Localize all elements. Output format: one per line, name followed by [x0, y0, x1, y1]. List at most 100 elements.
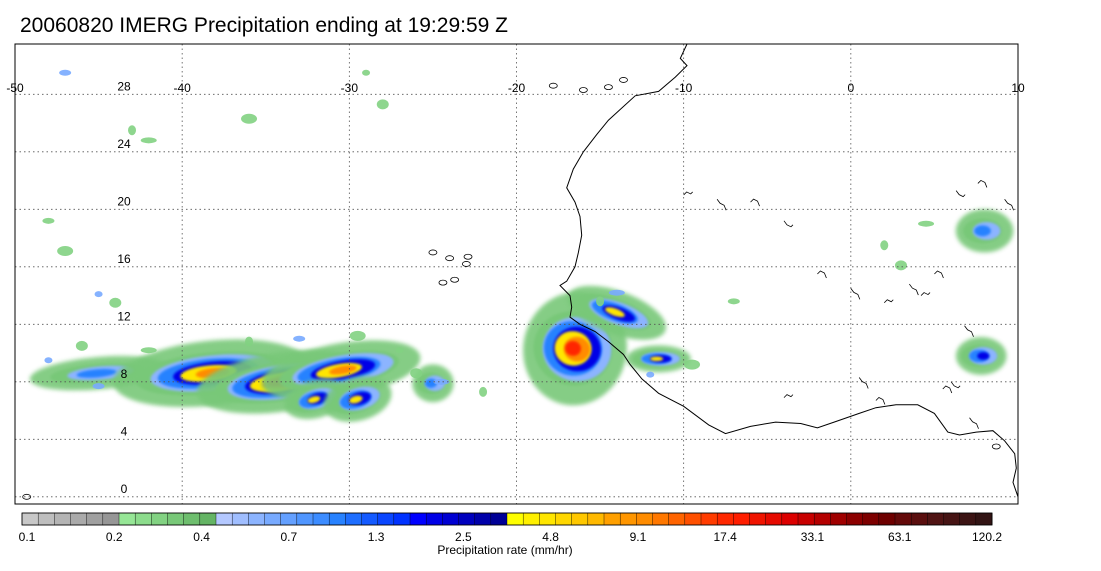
island-outline: [450, 276, 460, 283]
gridlines: [15, 44, 1018, 504]
colorbar-swatch: [345, 512, 363, 526]
colorbar-tick-label: 1.3: [367, 530, 385, 544]
colorbar-swatch: [733, 512, 750, 526]
colorbar-tick-label: 0.1: [18, 530, 36, 544]
colorbar-tick-label: 4.8: [542, 530, 559, 544]
lon-tick-label: -20: [508, 81, 526, 95]
lat-tick-label: 28: [117, 79, 131, 93]
inland-water-outline: [817, 270, 827, 279]
colorbar-swatch: [393, 512, 411, 526]
colorbar-swatch: [749, 512, 767, 526]
colorbar-swatch: [603, 512, 621, 526]
colorbar-swatch: [652, 512, 670, 526]
island-outline: [22, 493, 32, 500]
inland-water-outline: [942, 385, 953, 394]
colorbar-swatch: [668, 512, 686, 526]
colorbar-swatch: [684, 512, 702, 526]
light-rain-speck: [57, 246, 74, 256]
colorbar-swatch: [167, 512, 185, 526]
colorbar-swatch: [571, 512, 589, 526]
inland-water-outline: [934, 270, 944, 279]
colorbar-swatch: [975, 512, 993, 526]
light-rain-speck: [596, 296, 605, 307]
light-rain-speck: [395, 347, 404, 354]
light-rain-speck: [92, 383, 105, 390]
inland-water-outline: [920, 292, 931, 296]
light-rain-speck: [894, 260, 907, 271]
light-rain-speck: [44, 357, 53, 364]
island-outline: [438, 279, 448, 286]
inland-water-outline: [1004, 199, 1015, 211]
colorbar-swatch: [539, 512, 556, 526]
colorbar-swatch: [765, 512, 783, 526]
colorbar-tick-label: 0.4: [193, 530, 210, 544]
colorbar-tick-label: 9.1: [629, 530, 647, 544]
lon-tick-label: 0: [847, 81, 854, 95]
colorbar-swatch: [555, 512, 573, 526]
island-outline: [619, 77, 628, 83]
light-rain-speck: [479, 386, 488, 397]
colorbar-swatch: [280, 512, 298, 526]
precip-cell-atlantic-cell-east: [412, 364, 454, 403]
island-outline: [445, 255, 455, 262]
colorbar-swatch: [54, 512, 71, 526]
colorbar-swatch: [619, 512, 637, 526]
inland-water-outline: [783, 394, 794, 398]
colorbar-swatch: [264, 512, 282, 526]
axis-labels: -50 -40 -30 -20 -10 0 10 0 4 8 12 16 20 24 28: [6, 79, 1025, 496]
light-rain-speck: [293, 335, 306, 342]
colorbar-swatch: [199, 512, 217, 526]
light-rain-speck: [646, 371, 655, 378]
colorbar-swatch: [490, 512, 508, 526]
light-rain-speck: [608, 289, 625, 296]
inland-water-outline: [858, 377, 869, 389]
inland-water-outline: [950, 381, 961, 389]
island-outline: [461, 261, 471, 267]
map-title: 20060820 IMERG Precipitation ending at 1…: [20, 14, 508, 37]
island-outline: [463, 253, 473, 260]
inland-water-outline: [883, 299, 894, 304]
colorbar-swatch: [328, 512, 346, 526]
colorbar-tick-label: 63.1: [888, 530, 912, 544]
lat-tick-label: 20: [117, 194, 131, 208]
lat-tick-label: 8: [121, 367, 128, 381]
colorbar-swatch: [442, 512, 460, 526]
light-rain-speck: [109, 297, 122, 308]
colorbar-swatch: [797, 512, 815, 526]
light-rain-speck: [245, 336, 254, 347]
lon-tick-label: -50: [6, 81, 24, 95]
colorbar-swatch: [37, 512, 55, 526]
colorbar-swatch: [474, 512, 492, 526]
precip-cell-niger-cell: [955, 209, 1014, 253]
lat-tick-label: 0: [121, 482, 128, 496]
lon-tick-label: -10: [675, 81, 693, 95]
inland-water-outline: [716, 199, 727, 211]
colorbar-swatch: [377, 512, 395, 526]
light-rain-speck: [42, 217, 55, 224]
lat-tick-label: 24: [117, 137, 131, 151]
colorbar-tick-label: 2.5: [455, 530, 472, 544]
inland-water-outline: [750, 198, 760, 207]
colorbar-swatch: [248, 512, 265, 526]
light-rain-speck: [128, 125, 137, 136]
colorbar-swatch: [183, 512, 201, 526]
colorbar-tick-label: 120.2: [971, 530, 1003, 544]
light-rain-speck: [140, 137, 157, 144]
colorbar-swatch: [522, 512, 540, 526]
island-outline: [991, 443, 1001, 450]
colorbar-swatch: [458, 512, 476, 526]
colorbar-swatch: [215, 512, 233, 526]
inland-water-outline: [683, 191, 693, 196]
colorbar-title: Precipitation rate (mm/hr): [437, 543, 573, 557]
colorbar-frame: [21, 512, 993, 526]
colorbar-tick-label: 17.4: [713, 530, 737, 544]
light-rain-speck: [94, 291, 103, 298]
precipitation-layer: [29, 69, 1014, 422]
light-rain-speck: [880, 240, 889, 251]
inland-water-outline: [977, 179, 988, 188]
colorbar-swatch: [21, 512, 39, 526]
inland-water-outline: [955, 190, 966, 198]
light-rain-speck: [727, 298, 740, 305]
light-rain-speck: [433, 378, 450, 385]
